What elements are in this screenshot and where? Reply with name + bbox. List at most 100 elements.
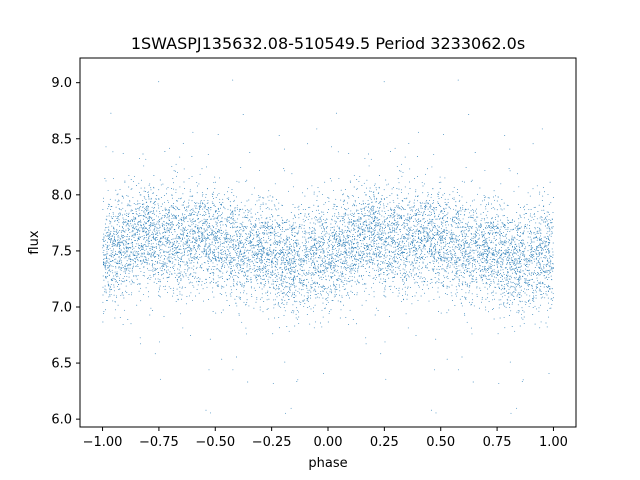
data-point (145, 217, 147, 219)
data-point (460, 275, 462, 276)
data-point (444, 192, 445, 194)
data-point (305, 238, 307, 240)
data-point (336, 238, 338, 240)
data-point (129, 201, 131, 203)
data-point (391, 213, 393, 215)
data-point (498, 307, 500, 309)
data-point (147, 230, 149, 232)
data-point (517, 251, 518, 253)
data-point (351, 225, 352, 227)
data-point (225, 241, 227, 243)
data-point (219, 215, 221, 217)
data-point (448, 309, 450, 311)
data-point (105, 263, 107, 265)
data-point (328, 262, 330, 264)
data-point (199, 278, 201, 280)
data-point (510, 412, 512, 414)
data-point (246, 266, 248, 268)
data-point (272, 257, 274, 259)
data-point (451, 220, 453, 222)
data-point (313, 230, 315, 232)
data-point (243, 260, 245, 262)
data-point (519, 300, 521, 302)
data-point (397, 248, 399, 250)
data-point (536, 218, 538, 220)
data-point (552, 232, 553, 234)
data-point (330, 239, 332, 241)
data-point (347, 242, 349, 244)
data-point (269, 248, 271, 250)
data-point (449, 237, 451, 239)
data-point (225, 229, 227, 231)
data-point (321, 287, 323, 288)
data-point (314, 265, 316, 267)
data-point (548, 302, 549, 304)
data-point (121, 229, 123, 231)
data-point (440, 242, 442, 244)
data-point (125, 250, 127, 252)
data-point (468, 114, 470, 115)
data-point (518, 240, 520, 241)
data-point (182, 244, 184, 246)
data-point (483, 244, 485, 246)
data-point (347, 196, 349, 197)
data-point (149, 210, 151, 212)
data-point (238, 277, 240, 279)
data-point (546, 215, 548, 217)
data-point (481, 252, 483, 254)
data-point (304, 261, 305, 263)
data-point (148, 227, 150, 229)
data-point (500, 281, 502, 282)
data-point (527, 192, 529, 194)
data-point (227, 240, 229, 242)
data-point (397, 178, 399, 180)
data-point (323, 250, 325, 252)
data-point (440, 181, 442, 183)
data-point (537, 232, 539, 234)
data-point (384, 245, 386, 247)
data-point (278, 135, 280, 137)
data-point (114, 258, 116, 260)
data-point (415, 195, 417, 197)
data-point (514, 249, 515, 251)
data-point (298, 316, 300, 318)
data-point (115, 266, 117, 268)
data-point (424, 278, 426, 280)
data-point (246, 264, 248, 266)
data-point (422, 185, 424, 187)
data-point (472, 381, 474, 383)
data-point (225, 238, 227, 240)
data-point (529, 269, 531, 271)
data-point (303, 269, 305, 271)
data-point (225, 236, 227, 238)
data-point (215, 248, 217, 250)
data-point (401, 189, 402, 191)
data-point (303, 295, 305, 297)
data-point (130, 323, 132, 325)
data-point (310, 264, 312, 266)
data-point (143, 215, 145, 217)
data-point (327, 292, 329, 294)
data-point (236, 248, 238, 250)
data-point (240, 239, 242, 241)
data-point (438, 234, 440, 236)
data-point (127, 267, 129, 269)
data-point (516, 261, 518, 263)
data-point (140, 224, 142, 226)
data-point (123, 235, 124, 236)
data-point (494, 253, 496, 255)
data-point (497, 262, 499, 264)
data-point (282, 296, 284, 298)
data-point (118, 246, 120, 247)
data-point (476, 247, 478, 249)
data-point (109, 264, 111, 266)
data-point (227, 234, 229, 236)
data-point (347, 235, 349, 237)
data-point (281, 262, 283, 263)
data-point (104, 223, 106, 225)
data-point (431, 224, 433, 226)
data-point (207, 269, 208, 271)
data-point (193, 256, 195, 257)
data-point (243, 271, 245, 273)
data-point (402, 255, 404, 257)
